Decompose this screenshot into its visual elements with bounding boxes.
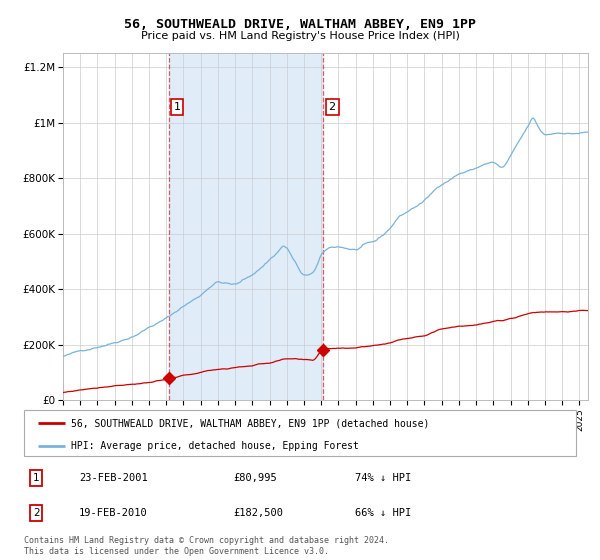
Text: 2: 2 — [329, 102, 336, 112]
Text: Price paid vs. HM Land Registry's House Price Index (HPI): Price paid vs. HM Land Registry's House … — [140, 31, 460, 41]
Text: 1: 1 — [33, 473, 40, 483]
Text: £80,995: £80,995 — [234, 473, 278, 483]
Text: £182,500: £182,500 — [234, 508, 284, 518]
Bar — [169, 53, 323, 400]
Text: 1: 1 — [173, 102, 181, 112]
Text: 74% ↓ HPI: 74% ↓ HPI — [355, 473, 412, 483]
FancyBboxPatch shape — [24, 410, 576, 456]
Text: 2: 2 — [33, 508, 40, 518]
Text: Contains HM Land Registry data © Crown copyright and database right 2024.
This d: Contains HM Land Registry data © Crown c… — [24, 536, 389, 556]
Text: 23-FEB-2001: 23-FEB-2001 — [79, 473, 148, 483]
Text: 19-FEB-2010: 19-FEB-2010 — [79, 508, 148, 518]
Text: HPI: Average price, detached house, Epping Forest: HPI: Average price, detached house, Eppi… — [71, 441, 359, 451]
Text: 56, SOUTHWEALD DRIVE, WALTHAM ABBEY, EN9 1PP (detached house): 56, SOUTHWEALD DRIVE, WALTHAM ABBEY, EN9… — [71, 418, 429, 428]
Text: 66% ↓ HPI: 66% ↓ HPI — [355, 508, 412, 518]
Text: 56, SOUTHWEALD DRIVE, WALTHAM ABBEY, EN9 1PP: 56, SOUTHWEALD DRIVE, WALTHAM ABBEY, EN9… — [124, 18, 476, 31]
